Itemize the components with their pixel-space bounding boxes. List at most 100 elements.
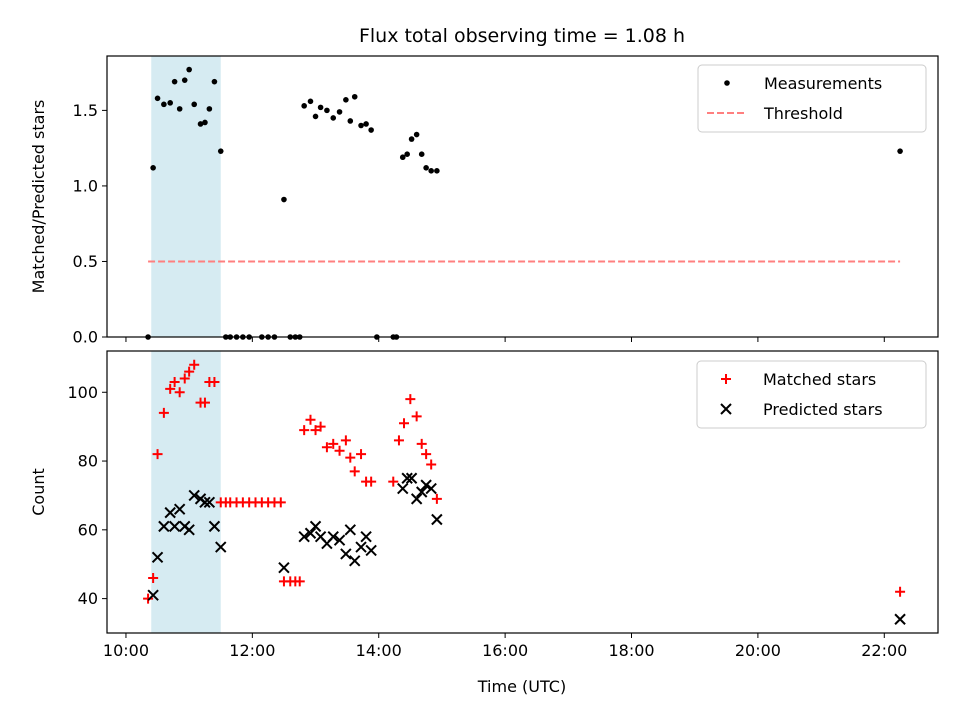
data-point <box>167 100 173 106</box>
data-point <box>405 472 418 484</box>
series-1 <box>147 472 906 625</box>
series-0 <box>143 359 906 604</box>
data-point <box>428 168 434 174</box>
data-point <box>327 530 339 543</box>
data-point <box>895 586 906 597</box>
data-point <box>408 136 415 142</box>
chart-title: Flux total observing time = 1.08 h <box>359 25 685 47</box>
data-point <box>183 524 195 536</box>
data-point <box>174 387 185 398</box>
data-point <box>410 493 423 505</box>
data-point <box>411 411 422 422</box>
y-tick-label: 0.5 <box>73 252 98 271</box>
data-point <box>393 435 404 446</box>
data-point <box>151 551 164 564</box>
data-point <box>897 148 903 154</box>
data-point <box>340 548 352 560</box>
data-point <box>363 121 369 127</box>
legend-label: Predicted stars <box>763 400 883 419</box>
data-point <box>416 438 427 449</box>
legend-box <box>697 64 927 133</box>
data-point <box>184 366 195 377</box>
data-point <box>161 101 167 108</box>
data-point <box>431 513 443 526</box>
data-point <box>191 101 198 108</box>
data-point <box>368 127 374 133</box>
data-point <box>405 394 416 405</box>
data-point <box>324 107 330 114</box>
data-point <box>275 497 286 508</box>
data-point <box>397 482 409 495</box>
data-point <box>168 520 181 533</box>
data-point <box>176 106 183 112</box>
x-tick-label: 20:00 <box>735 641 781 660</box>
data-point <box>143 593 154 604</box>
ratio-panel: 0.0 0.5 1.0 1.5 Matched/Predicted stars Measu… <box>29 55 939 347</box>
data-point <box>299 425 310 436</box>
data-point <box>415 486 428 498</box>
data-point <box>305 414 316 425</box>
data-point <box>420 479 432 491</box>
axes-frame <box>106 55 939 338</box>
y-tick-label: 0.0 <box>73 328 98 347</box>
y-axis-label: Count <box>29 468 48 516</box>
legend-marker <box>720 403 732 415</box>
data-point <box>336 109 343 115</box>
data-point <box>349 555 361 567</box>
data-point <box>404 151 410 157</box>
data-point <box>347 118 354 124</box>
data-point <box>209 376 220 387</box>
data-point <box>425 482 437 495</box>
data-point <box>423 164 429 171</box>
data-point <box>894 613 906 625</box>
data-point <box>173 503 186 515</box>
highlight-span <box>151 351 221 633</box>
x-tick-label: 14:00 <box>356 641 402 660</box>
data-point <box>165 383 176 394</box>
data-point <box>360 530 372 543</box>
data-point <box>317 104 324 111</box>
legend-label: Threshold <box>763 104 843 123</box>
data-point <box>199 496 211 509</box>
data-point <box>366 476 377 487</box>
data-point <box>349 466 360 477</box>
data-point <box>186 66 192 73</box>
data-point <box>164 506 176 519</box>
data-point <box>355 541 367 553</box>
data-point <box>421 449 432 460</box>
data-point <box>399 418 410 429</box>
data-point <box>401 472 413 484</box>
data-point <box>281 196 287 203</box>
data-point <box>358 122 364 129</box>
data-point <box>206 106 213 112</box>
data-point <box>150 164 156 171</box>
data-point <box>340 435 351 446</box>
y-tick-label: 1.0 <box>73 176 98 195</box>
data-point <box>304 527 317 539</box>
data-point <box>431 493 442 504</box>
data-point <box>211 78 218 85</box>
highlight-span <box>151 56 221 337</box>
data-point <box>147 589 159 601</box>
data-point <box>294 576 305 587</box>
data-point <box>309 520 322 533</box>
y-tick-label: 80 <box>78 452 98 471</box>
data-point <box>154 95 161 102</box>
data-point <box>315 421 326 432</box>
data-point <box>330 115 337 121</box>
data-point <box>344 524 357 536</box>
data-point <box>202 119 208 126</box>
count-panel: 40 60 80 100 10:00 12:00 14:00 16:00 18:00 20:00 2… <box>29 350 939 660</box>
data-point <box>351 93 358 100</box>
data-point <box>333 534 346 546</box>
legend-marker <box>724 80 730 86</box>
data-point <box>418 151 425 157</box>
data-point <box>310 425 321 436</box>
data-point <box>217 148 224 154</box>
y-tick-label: 100 <box>67 383 98 402</box>
legend-label: Matched stars <box>763 370 876 389</box>
legend-box <box>696 360 927 429</box>
data-point <box>356 449 367 460</box>
legend-marker <box>721 374 731 384</box>
